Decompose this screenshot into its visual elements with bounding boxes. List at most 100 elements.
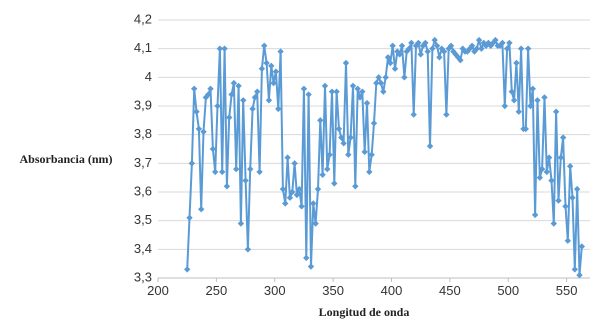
data-point xyxy=(263,59,270,67)
data-point xyxy=(398,42,406,49)
data-point xyxy=(361,148,368,156)
data-point xyxy=(482,42,490,49)
data-point xyxy=(578,243,586,250)
data-point xyxy=(352,183,359,190)
data-point xyxy=(503,45,511,52)
data-point xyxy=(247,165,254,173)
x-tick-label: 200 xyxy=(147,283,169,298)
data-point xyxy=(256,168,263,176)
data-point xyxy=(190,85,198,92)
data-point xyxy=(226,114,233,121)
data-point xyxy=(331,180,338,187)
x-tick-label: 400 xyxy=(381,283,403,298)
data-point xyxy=(296,185,303,193)
data-point xyxy=(552,108,560,115)
y-tick-label: 3,9 xyxy=(134,97,152,112)
data-point xyxy=(338,134,345,141)
data-point xyxy=(328,88,336,95)
data-point xyxy=(183,266,191,273)
x-tick-label: 350 xyxy=(322,283,344,298)
y-axis-title: Absorbancia (nm) xyxy=(19,152,112,166)
data-point xyxy=(286,194,294,201)
x-axis-title: Longitud de onda xyxy=(319,305,410,319)
data-point xyxy=(237,220,245,227)
data-point xyxy=(300,85,308,92)
data-point xyxy=(354,85,361,92)
data-point xyxy=(223,183,231,190)
y-tick-label: 3,5 xyxy=(134,212,152,227)
data-point xyxy=(303,254,310,262)
data-point xyxy=(564,237,572,244)
data-point xyxy=(566,163,574,170)
data-point xyxy=(277,48,284,55)
data-point xyxy=(548,177,555,184)
data-point xyxy=(377,79,385,87)
data-point xyxy=(389,42,396,49)
data-point xyxy=(209,145,217,153)
y-tick-label: 4,1 xyxy=(134,40,152,55)
data-point xyxy=(536,174,543,181)
data-point xyxy=(454,54,462,61)
data-point xyxy=(431,36,438,44)
data-point xyxy=(559,134,567,141)
data-point xyxy=(557,154,565,161)
data-point xyxy=(429,45,436,52)
axes xyxy=(157,278,568,282)
y-tick-label: 3,8 xyxy=(134,126,152,141)
data-point xyxy=(347,134,354,141)
data-point xyxy=(522,125,529,133)
data-point xyxy=(499,39,506,47)
data-point xyxy=(487,42,494,49)
data-point xyxy=(562,203,569,210)
data-point xyxy=(279,185,287,193)
data-point xyxy=(249,105,256,113)
data-point xyxy=(380,88,387,95)
data-point xyxy=(240,97,247,104)
data-point xyxy=(384,54,392,61)
data-point xyxy=(317,117,324,124)
data-point xyxy=(443,111,450,118)
x-tick-label: 450 xyxy=(439,283,461,298)
data-point xyxy=(319,171,326,178)
data-point xyxy=(335,125,343,133)
data-point xyxy=(193,108,200,115)
data-point xyxy=(478,45,485,52)
data-point xyxy=(233,165,240,173)
data-point xyxy=(340,140,347,147)
data-point xyxy=(284,154,291,161)
data-point xyxy=(370,120,378,127)
data-point xyxy=(270,79,277,87)
data-point xyxy=(573,185,581,193)
data-point xyxy=(457,56,464,64)
data-point xyxy=(205,91,212,98)
data-point xyxy=(356,94,364,101)
data-point xyxy=(293,191,301,199)
data-point xyxy=(510,97,518,104)
data-point xyxy=(408,39,415,47)
data-point xyxy=(466,45,473,52)
y-tick-label: 3,4 xyxy=(134,241,152,256)
data-point xyxy=(550,220,558,227)
y-tick-label: 3,6 xyxy=(134,183,152,198)
data-point xyxy=(436,54,443,61)
data-point xyxy=(275,105,282,113)
data-point xyxy=(468,42,476,49)
data-point xyxy=(216,45,224,52)
data-point xyxy=(524,45,532,52)
data-point xyxy=(475,36,483,44)
data-point xyxy=(207,85,214,92)
data-point xyxy=(368,151,375,158)
data-point xyxy=(310,200,317,207)
data-point xyxy=(195,125,203,133)
series-absorbance xyxy=(183,36,586,279)
data-point xyxy=(265,97,273,104)
data-point xyxy=(198,206,205,213)
y-tick-label: 3,3 xyxy=(134,269,152,284)
data-point xyxy=(272,68,280,75)
data-point xyxy=(538,165,546,173)
data-point xyxy=(312,220,319,227)
data-point xyxy=(342,59,350,67)
y-tick-label: 4,2 xyxy=(134,11,152,26)
data-point xyxy=(235,82,242,90)
